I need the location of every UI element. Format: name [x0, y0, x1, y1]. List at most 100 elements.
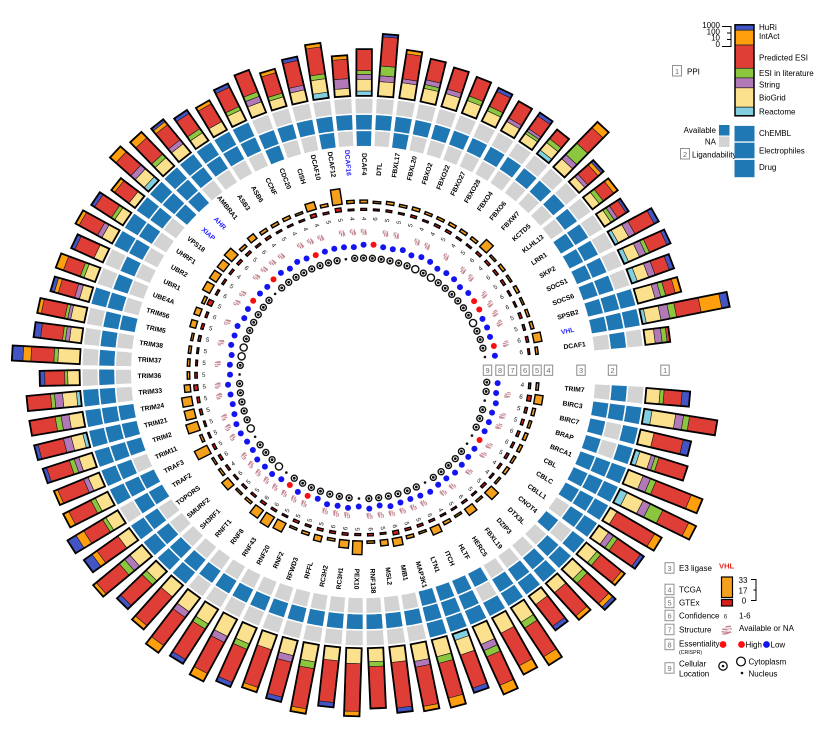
svg-text:1-6: 1-6 [739, 612, 751, 621]
svg-text:DCAF16: DCAF16 [343, 150, 352, 177]
svg-text:5: 5 [440, 236, 448, 243]
svg-text:RFFL: RFFL [304, 561, 315, 579]
svg-text:7: 7 [667, 626, 671, 635]
svg-text:RC3H2: RC3H2 [319, 565, 330, 588]
svg-text:4: 4 [546, 366, 550, 375]
svg-text:6: 6 [505, 304, 512, 312]
svg-text:BIRC7: BIRC7 [559, 415, 580, 427]
svg-text:5: 5 [284, 507, 292, 514]
svg-text:ChEMBL: ChEMBL [759, 129, 792, 138]
svg-text:0: 0 [716, 40, 721, 49]
svg-text:5: 5 [254, 486, 262, 494]
svg-text:5: 5 [497, 449, 504, 457]
svg-text:6: 6 [509, 427, 515, 435]
svg-text:IntAct: IntAct [759, 32, 780, 41]
svg-text:6: 6 [222, 293, 229, 301]
svg-text:5: 5 [202, 372, 206, 379]
svg-text:Nucleus: Nucleus [749, 670, 778, 679]
svg-text:5: 5 [206, 406, 212, 414]
svg-text:High: High [746, 641, 762, 650]
svg-text:Predicted ESI: Predicted ESI [759, 54, 808, 63]
svg-text:4: 4 [270, 242, 278, 249]
svg-text:4: 4 [348, 217, 355, 221]
svg-text:6: 6 [724, 614, 728, 621]
svg-text:E3 ligase: E3 ligase [679, 564, 712, 573]
svg-text:1: 1 [675, 67, 679, 76]
svg-text:6: 6 [667, 612, 671, 621]
svg-text:4: 4 [230, 460, 237, 468]
svg-text:6: 6 [499, 293, 506, 301]
svg-text:6: 6 [212, 314, 218, 322]
svg-text:4: 4 [491, 459, 498, 467]
svg-text:6: 6 [263, 494, 271, 501]
svg-text:6: 6 [372, 217, 379, 222]
svg-text:TRIM33: TRIM33 [138, 388, 163, 397]
svg-text:9: 9 [485, 366, 489, 375]
svg-text:6: 6 [457, 493, 465, 500]
svg-text:5: 5 [336, 218, 344, 223]
svg-text:5: 5 [414, 517, 422, 523]
svg-text:5: 5 [205, 336, 210, 344]
svg-text:TRIM37: TRIM37 [138, 356, 162, 364]
svg-text:5: 5 [208, 325, 214, 333]
svg-text:5: 5 [466, 486, 474, 494]
svg-text:100: 100 [707, 28, 721, 37]
svg-text:Ligandability: Ligandability [692, 151, 736, 160]
svg-text:5: 5 [513, 326, 519, 334]
svg-text:6: 6 [519, 393, 524, 401]
svg-text:HuRi: HuRi [759, 23, 777, 32]
svg-text:5: 5 [384, 218, 392, 223]
svg-text:5: 5 [513, 416, 519, 424]
svg-text:DCAF4: DCAF4 [360, 153, 367, 176]
svg-text:NA: NA [705, 138, 717, 147]
svg-text:4: 4 [290, 231, 298, 238]
svg-text:0: 0 [742, 597, 747, 606]
svg-text:TRIM7: TRIM7 [564, 386, 585, 395]
svg-text:Location: Location [679, 670, 709, 679]
svg-text:6: 6 [391, 524, 399, 529]
svg-text:6: 6 [330, 524, 338, 529]
svg-text:6: 6 [517, 337, 522, 345]
svg-text:6: 6 [485, 274, 492, 282]
svg-text:5: 5 [460, 249, 468, 257]
svg-text:Drug: Drug [759, 163, 776, 172]
svg-text:5: 5 [202, 360, 206, 367]
svg-text:4: 4 [436, 507, 444, 514]
svg-text:5: 5 [407, 222, 415, 228]
svg-text:Cellular: Cellular [679, 660, 706, 669]
svg-text:5: 5 [202, 383, 207, 390]
svg-text:Essentiality: Essentiality [679, 640, 719, 649]
svg-text:5: 5 [379, 526, 386, 531]
svg-text:Reactome: Reactome [759, 108, 796, 117]
svg-text:4: 4 [360, 217, 367, 221]
svg-text:4: 4 [429, 231, 437, 238]
svg-text:6: 6 [523, 366, 527, 375]
svg-text:4: 4 [418, 226, 426, 232]
svg-text:6: 6 [519, 349, 524, 356]
svg-text:BIRC3: BIRC3 [562, 400, 583, 410]
svg-text:BioGrid: BioGrid [759, 94, 786, 103]
svg-text:5: 5 [318, 521, 326, 527]
svg-text:5: 5 [228, 283, 235, 291]
svg-text:5: 5 [251, 256, 259, 264]
svg-text:PEX10: PEX10 [352, 569, 360, 590]
svg-text:5: 5 [475, 477, 483, 485]
svg-text:6: 6 [223, 450, 230, 458]
svg-text:3: 3 [579, 366, 583, 375]
svg-text:5: 5 [492, 283, 499, 291]
svg-text:4: 4 [667, 586, 671, 595]
svg-text:DCAF12: DCAF12 [326, 151, 337, 178]
svg-text:3: 3 [667, 564, 671, 573]
svg-text:33: 33 [739, 576, 748, 585]
svg-text:6: 6 [469, 257, 477, 265]
svg-text:Low: Low [771, 641, 786, 650]
svg-text:Confidence: Confidence [679, 612, 720, 621]
svg-text:5: 5 [324, 220, 332, 225]
svg-text:6: 6 [342, 526, 349, 531]
svg-text:Electrophiles: Electrophiles [759, 147, 805, 156]
svg-text:MIB1: MIB1 [399, 564, 409, 581]
svg-text:5: 5 [306, 517, 314, 523]
svg-text:VHL: VHL [560, 327, 575, 337]
svg-text:2: 2 [683, 150, 687, 159]
svg-text:VHL: VHL [719, 562, 735, 571]
